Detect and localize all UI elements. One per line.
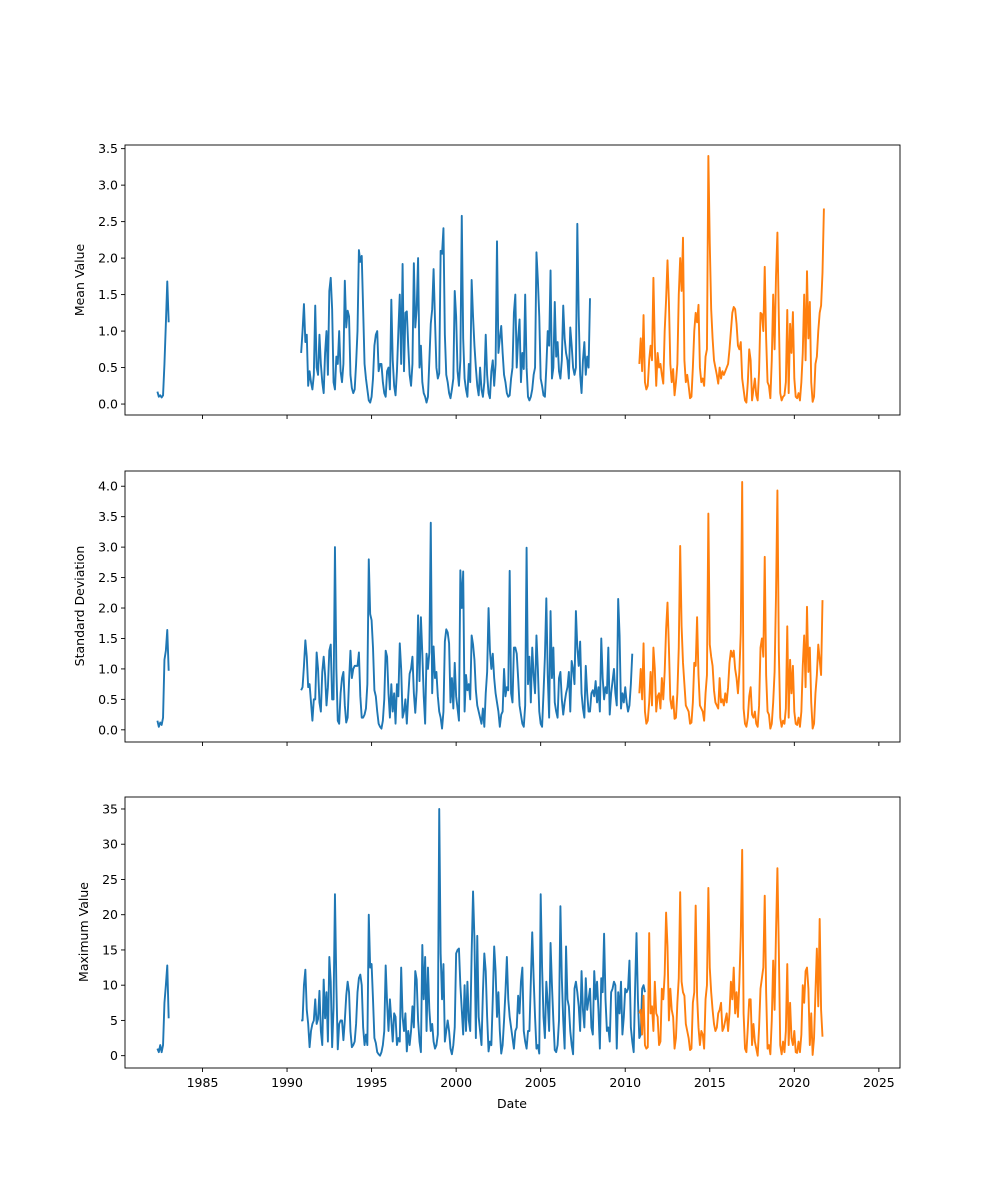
maximum-value-ytick-label: 10	[102, 978, 118, 993]
standard-deviation-ytick-label: 3.5	[98, 509, 118, 524]
maximum-value-ytick-label: 15	[102, 942, 118, 957]
maximum-value-xtick-label: 1985	[187, 1075, 219, 1090]
standard-deviation-ylabel: Standard Deviation	[72, 546, 87, 667]
maximum-value-xtick-label: 2025	[863, 1075, 895, 1090]
maximum-value-ytick-label: 20	[102, 907, 118, 922]
maximum-value-xtick-label: 2010	[609, 1075, 641, 1090]
maximum-value-xtick-label: 2000	[440, 1075, 472, 1090]
maximum-value-ytick-label: 35	[102, 801, 118, 816]
mean-value-ytick-label: 0.5	[98, 360, 118, 375]
mean-value-ylabel: Mean Value	[72, 244, 87, 317]
maximum-value-xtick-label: 1990	[271, 1075, 303, 1090]
maximum-value-xtick-label: 2020	[778, 1075, 810, 1090]
maximum-value-ytick-label: 0	[110, 1048, 118, 1063]
maximum-value-xtick-label: 2005	[525, 1075, 557, 1090]
maximum-value-xtick-label: 2015	[694, 1075, 726, 1090]
standard-deviation-ytick-label: 1.5	[98, 631, 118, 646]
standard-deviation-ytick-label: 3.0	[98, 540, 118, 555]
standard-deviation-ytick-label: 2.5	[98, 570, 118, 585]
maximum-value-ytick-label: 25	[102, 872, 118, 887]
mean-value-ytick-label: 3.5	[98, 141, 118, 156]
date-xlabel: Date	[497, 1096, 527, 1111]
mean-value-ytick-label: 3.0	[98, 178, 118, 193]
mean-value-ytick-label: 2.5	[98, 214, 118, 229]
maximum-value-ytick-label: 5	[110, 1013, 118, 1028]
standard-deviation-ytick-label: 4.0	[98, 479, 118, 494]
standard-deviation-ytick-label: 2.0	[98, 601, 118, 616]
maximum-value-ylabel: Maximum Value	[76, 882, 91, 982]
maximum-value-xtick-label: 1995	[356, 1075, 388, 1090]
mean-value-ytick-label: 2.0	[98, 251, 118, 266]
mean-value-ytick-label: 0.0	[98, 397, 118, 412]
standard-deviation-ytick-label: 0.0	[98, 722, 118, 737]
maximum-value-ytick-label: 30	[102, 837, 118, 852]
standard-deviation-ytick-label: 0.5	[98, 692, 118, 707]
mean-value-ytick-label: 1.0	[98, 324, 118, 339]
mean-value-ytick-label: 1.5	[98, 287, 118, 302]
standard-deviation-ytick-label: 1.0	[98, 661, 118, 676]
